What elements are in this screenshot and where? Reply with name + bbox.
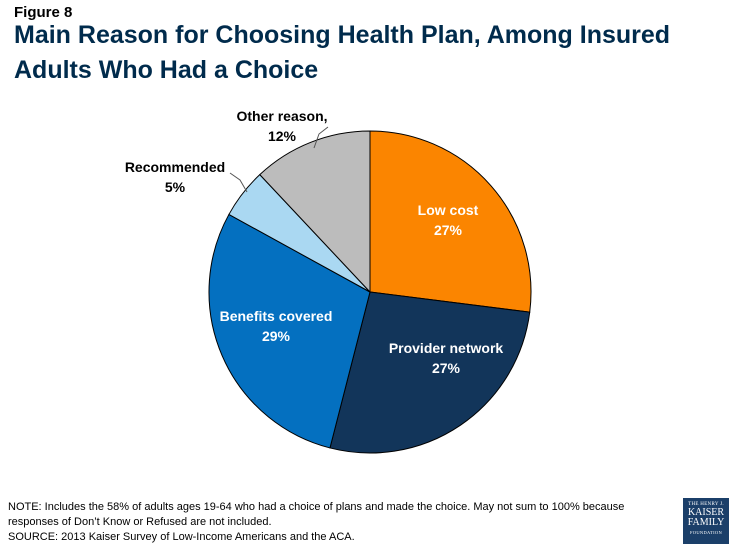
chart-title: Main Reason for Choosing Health Plan, Am… xyxy=(14,21,671,84)
slice-value-benefits-covered: 29% xyxy=(262,328,291,344)
slice-value-recommended: 5% xyxy=(165,179,186,195)
pie-slice-benefits-covered xyxy=(208,213,371,449)
slice-name-recommended: Recommended xyxy=(125,159,225,175)
slice-name-other: Other reason, xyxy=(236,108,327,124)
figure-label: Figure 8 xyxy=(14,4,73,21)
leader-lines xyxy=(229,126,329,193)
leader-line-other xyxy=(313,126,329,149)
slice-value-other: 12% xyxy=(268,128,297,144)
note-line-2: responses of Don’t Know or Refused are n… xyxy=(8,516,272,528)
slice-value-provider-network: 27% xyxy=(432,360,461,376)
pie-slice-other-reason xyxy=(259,130,371,294)
kaiser-logo: THE HENRY J. KAISER FAMILY FOUNDATION xyxy=(683,498,729,544)
leader-line-recommended xyxy=(229,172,248,193)
source-line: SOURCE: 2013 Kaiser Survey of Low-Income… xyxy=(8,531,355,543)
slice-labels: Low cost 27% Provider network 27% Benefi… xyxy=(125,108,504,376)
logo-line-3: FAMILY xyxy=(687,517,725,528)
slice-name-low-cost: Low cost xyxy=(418,202,479,218)
logo-line-2: KAISER xyxy=(687,507,725,518)
pie-slice-provider-network xyxy=(329,291,531,454)
footnote: NOTE: Includes the 58% of adults ages 19… xyxy=(8,500,668,545)
slice-value-low-cost: 27% xyxy=(434,222,463,238)
pie-slices xyxy=(208,130,532,454)
pie-slice-low-cost xyxy=(369,130,532,313)
note-line-1: NOTE: Includes the 58% of adults ages 19… xyxy=(8,501,625,513)
slice-name-provider-network: Provider network xyxy=(389,340,504,356)
logo-line-1: THE HENRY J. xyxy=(688,502,724,507)
logo-line-4: FOUNDATION xyxy=(690,530,722,535)
slice-name-benefits-covered: Benefits covered xyxy=(220,308,333,324)
